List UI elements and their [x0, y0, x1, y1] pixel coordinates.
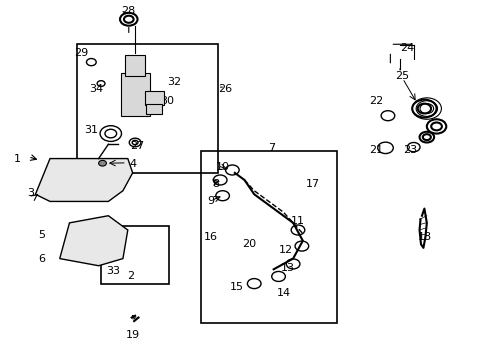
- Text: 29: 29: [74, 48, 88, 58]
- Text: 10: 10: [215, 162, 229, 172]
- Text: 12: 12: [278, 245, 292, 255]
- Polygon shape: [35, 158, 132, 202]
- Text: 18: 18: [416, 232, 430, 242]
- Text: 24: 24: [400, 43, 414, 53]
- Text: 6: 6: [38, 253, 45, 264]
- Text: 7: 7: [267, 143, 274, 153]
- Text: 4: 4: [129, 159, 136, 169]
- Bar: [144, 91, 164, 105]
- Text: 33: 33: [106, 266, 120, 276]
- Text: 13: 13: [281, 262, 295, 273]
- Bar: [101, 226, 169, 284]
- Text: 31: 31: [84, 125, 98, 135]
- Text: 22: 22: [368, 96, 382, 107]
- Text: 15: 15: [230, 282, 244, 292]
- Text: 34: 34: [89, 84, 103, 94]
- Text: 9: 9: [206, 197, 214, 206]
- Text: 1: 1: [14, 154, 21, 163]
- Text: 19: 19: [125, 330, 140, 341]
- Text: 25: 25: [395, 71, 409, 81]
- Circle shape: [99, 160, 106, 166]
- Bar: [125, 55, 144, 76]
- Text: 28: 28: [121, 6, 135, 17]
- Text: 21: 21: [368, 145, 382, 155]
- FancyArrowPatch shape: [132, 315, 136, 319]
- Text: 2: 2: [126, 271, 134, 282]
- Text: 26: 26: [218, 84, 232, 94]
- Text: 32: 32: [166, 77, 181, 87]
- Text: 14: 14: [276, 288, 290, 297]
- Text: 11: 11: [290, 216, 305, 226]
- Text: 5: 5: [38, 230, 45, 240]
- Text: 27: 27: [130, 141, 144, 151]
- Bar: [120, 73, 149, 116]
- Bar: [146, 104, 162, 114]
- Text: 23: 23: [402, 145, 416, 155]
- Text: 20: 20: [242, 239, 256, 249]
- Polygon shape: [60, 216, 127, 266]
- Bar: [77, 44, 217, 173]
- Text: 3: 3: [27, 188, 34, 198]
- Text: 16: 16: [203, 232, 217, 242]
- Bar: [201, 152, 336, 323]
- Text: 17: 17: [305, 179, 319, 189]
- Text: 8: 8: [211, 179, 219, 189]
- Text: 30: 30: [160, 96, 173, 107]
